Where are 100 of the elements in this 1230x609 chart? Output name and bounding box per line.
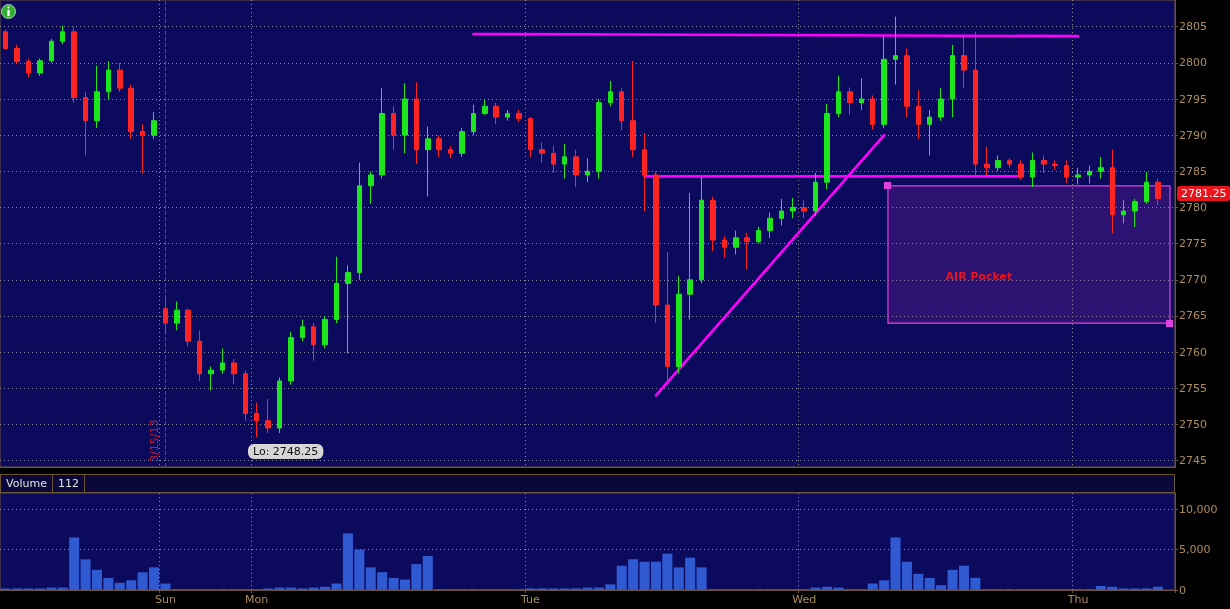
annotation: Lo: 2748.25 <box>253 445 319 458</box>
candlestick <box>801 199 807 219</box>
candlestick <box>539 141 545 164</box>
y-tick-label: 2795 <box>1179 92 1207 106</box>
candlestick <box>699 176 704 284</box>
candlestick <box>71 26 77 104</box>
candlestick <box>630 60 636 158</box>
candlestick <box>961 36 967 89</box>
candlestick <box>1064 159 1069 184</box>
candlestick <box>322 315 328 349</box>
candlestick <box>973 31 978 176</box>
candlestick <box>49 38 54 64</box>
candlestick <box>551 145 556 174</box>
candlestick <box>619 87 624 131</box>
candlestick <box>836 75 841 118</box>
candlestick <box>687 192 693 321</box>
y-tick-label: 2775 <box>1179 237 1207 251</box>
candlestick <box>756 226 761 245</box>
y-tick-label: 10,000 <box>1179 502 1218 516</box>
candlestick <box>1018 159 1024 181</box>
candlestick <box>334 256 339 324</box>
candlestick <box>995 154 1001 172</box>
candlestick <box>665 251 670 386</box>
candlestick <box>1087 165 1092 185</box>
candlestick <box>300 319 305 342</box>
candlestick <box>414 81 419 165</box>
y-tick-label: 5,000 <box>1179 543 1211 557</box>
band-label: AIR Pocket <box>945 269 1013 283</box>
y-tick-label: 2750 <box>1179 417 1207 431</box>
candlestick <box>448 145 453 159</box>
candlestick <box>425 126 431 198</box>
candlestick <box>881 35 887 129</box>
candlestick <box>516 109 522 123</box>
y-tick-label: 2780 <box>1179 200 1207 214</box>
candlestick <box>608 80 613 107</box>
candlestick <box>1121 199 1126 224</box>
y-tick-label: 2755 <box>1179 381 1207 395</box>
candlestick <box>106 60 111 100</box>
candlestick <box>733 230 739 255</box>
text: 112 <box>52 475 85 492</box>
candlestick <box>197 329 202 382</box>
candlestick <box>1030 152 1035 188</box>
candlestick <box>482 98 488 116</box>
candlestick <box>243 369 248 422</box>
y-tick-label: 2770 <box>1179 273 1207 287</box>
candlestick <box>927 109 932 156</box>
candlestick <box>585 157 590 183</box>
candlestick <box>722 235 727 259</box>
y-tick-label: 2785 <box>1179 164 1207 178</box>
candlestick <box>163 297 168 335</box>
candlestick <box>436 134 442 158</box>
candlestick <box>744 232 750 270</box>
y-tick-label: 2765 <box>1179 309 1207 323</box>
candlestick <box>642 132 647 212</box>
candlestick <box>288 331 294 386</box>
candlestick <box>140 123 145 174</box>
candlestick <box>847 86 853 116</box>
candlestick <box>1132 198 1138 228</box>
candlestick <box>26 58 31 78</box>
candlestick <box>1110 149 1115 234</box>
candlestick <box>596 98 602 180</box>
candlestick <box>813 172 818 217</box>
candlestick <box>94 65 100 129</box>
candlestick <box>916 89 921 140</box>
candlestick <box>1007 157 1012 169</box>
candlestick <box>493 102 499 125</box>
candlestick <box>984 146 990 176</box>
y-tick-label: 2800 <box>1179 56 1207 70</box>
candlestick <box>14 44 20 65</box>
candlestick <box>37 58 43 77</box>
candlestick <box>1155 178 1161 206</box>
candlestick <box>790 197 796 219</box>
candlestick <box>528 116 533 158</box>
candlestick <box>505 109 510 122</box>
candlestick <box>254 402 259 438</box>
candlestick <box>83 91 88 156</box>
candlestick <box>859 77 864 111</box>
y-tick-label: 2760 <box>1179 345 1207 359</box>
x-tick-label: Wed <box>792 593 817 606</box>
candlestick <box>1052 159 1058 171</box>
candlestick <box>391 105 396 151</box>
candlestick <box>3 29 8 51</box>
text: 2781.25 <box>1181 186 1227 200</box>
x-tick-label: Tue <box>520 593 541 606</box>
candlestick <box>767 212 773 239</box>
candlestick <box>562 143 567 180</box>
x-tick-label: Thu <box>1066 593 1089 606</box>
candlestick <box>277 376 282 434</box>
candlestick <box>904 47 910 118</box>
candlestick <box>185 308 191 347</box>
chart-title: Volume <box>1 475 53 492</box>
candlestick <box>379 87 385 180</box>
candlestick <box>117 62 123 93</box>
candlestick <box>653 170 659 324</box>
candlestick <box>1041 154 1047 174</box>
candlestick <box>208 366 214 391</box>
y-tick-label: 0 <box>1179 583 1186 597</box>
candlestick <box>402 82 408 154</box>
candlestick <box>151 111 157 140</box>
candlestick <box>779 198 784 227</box>
